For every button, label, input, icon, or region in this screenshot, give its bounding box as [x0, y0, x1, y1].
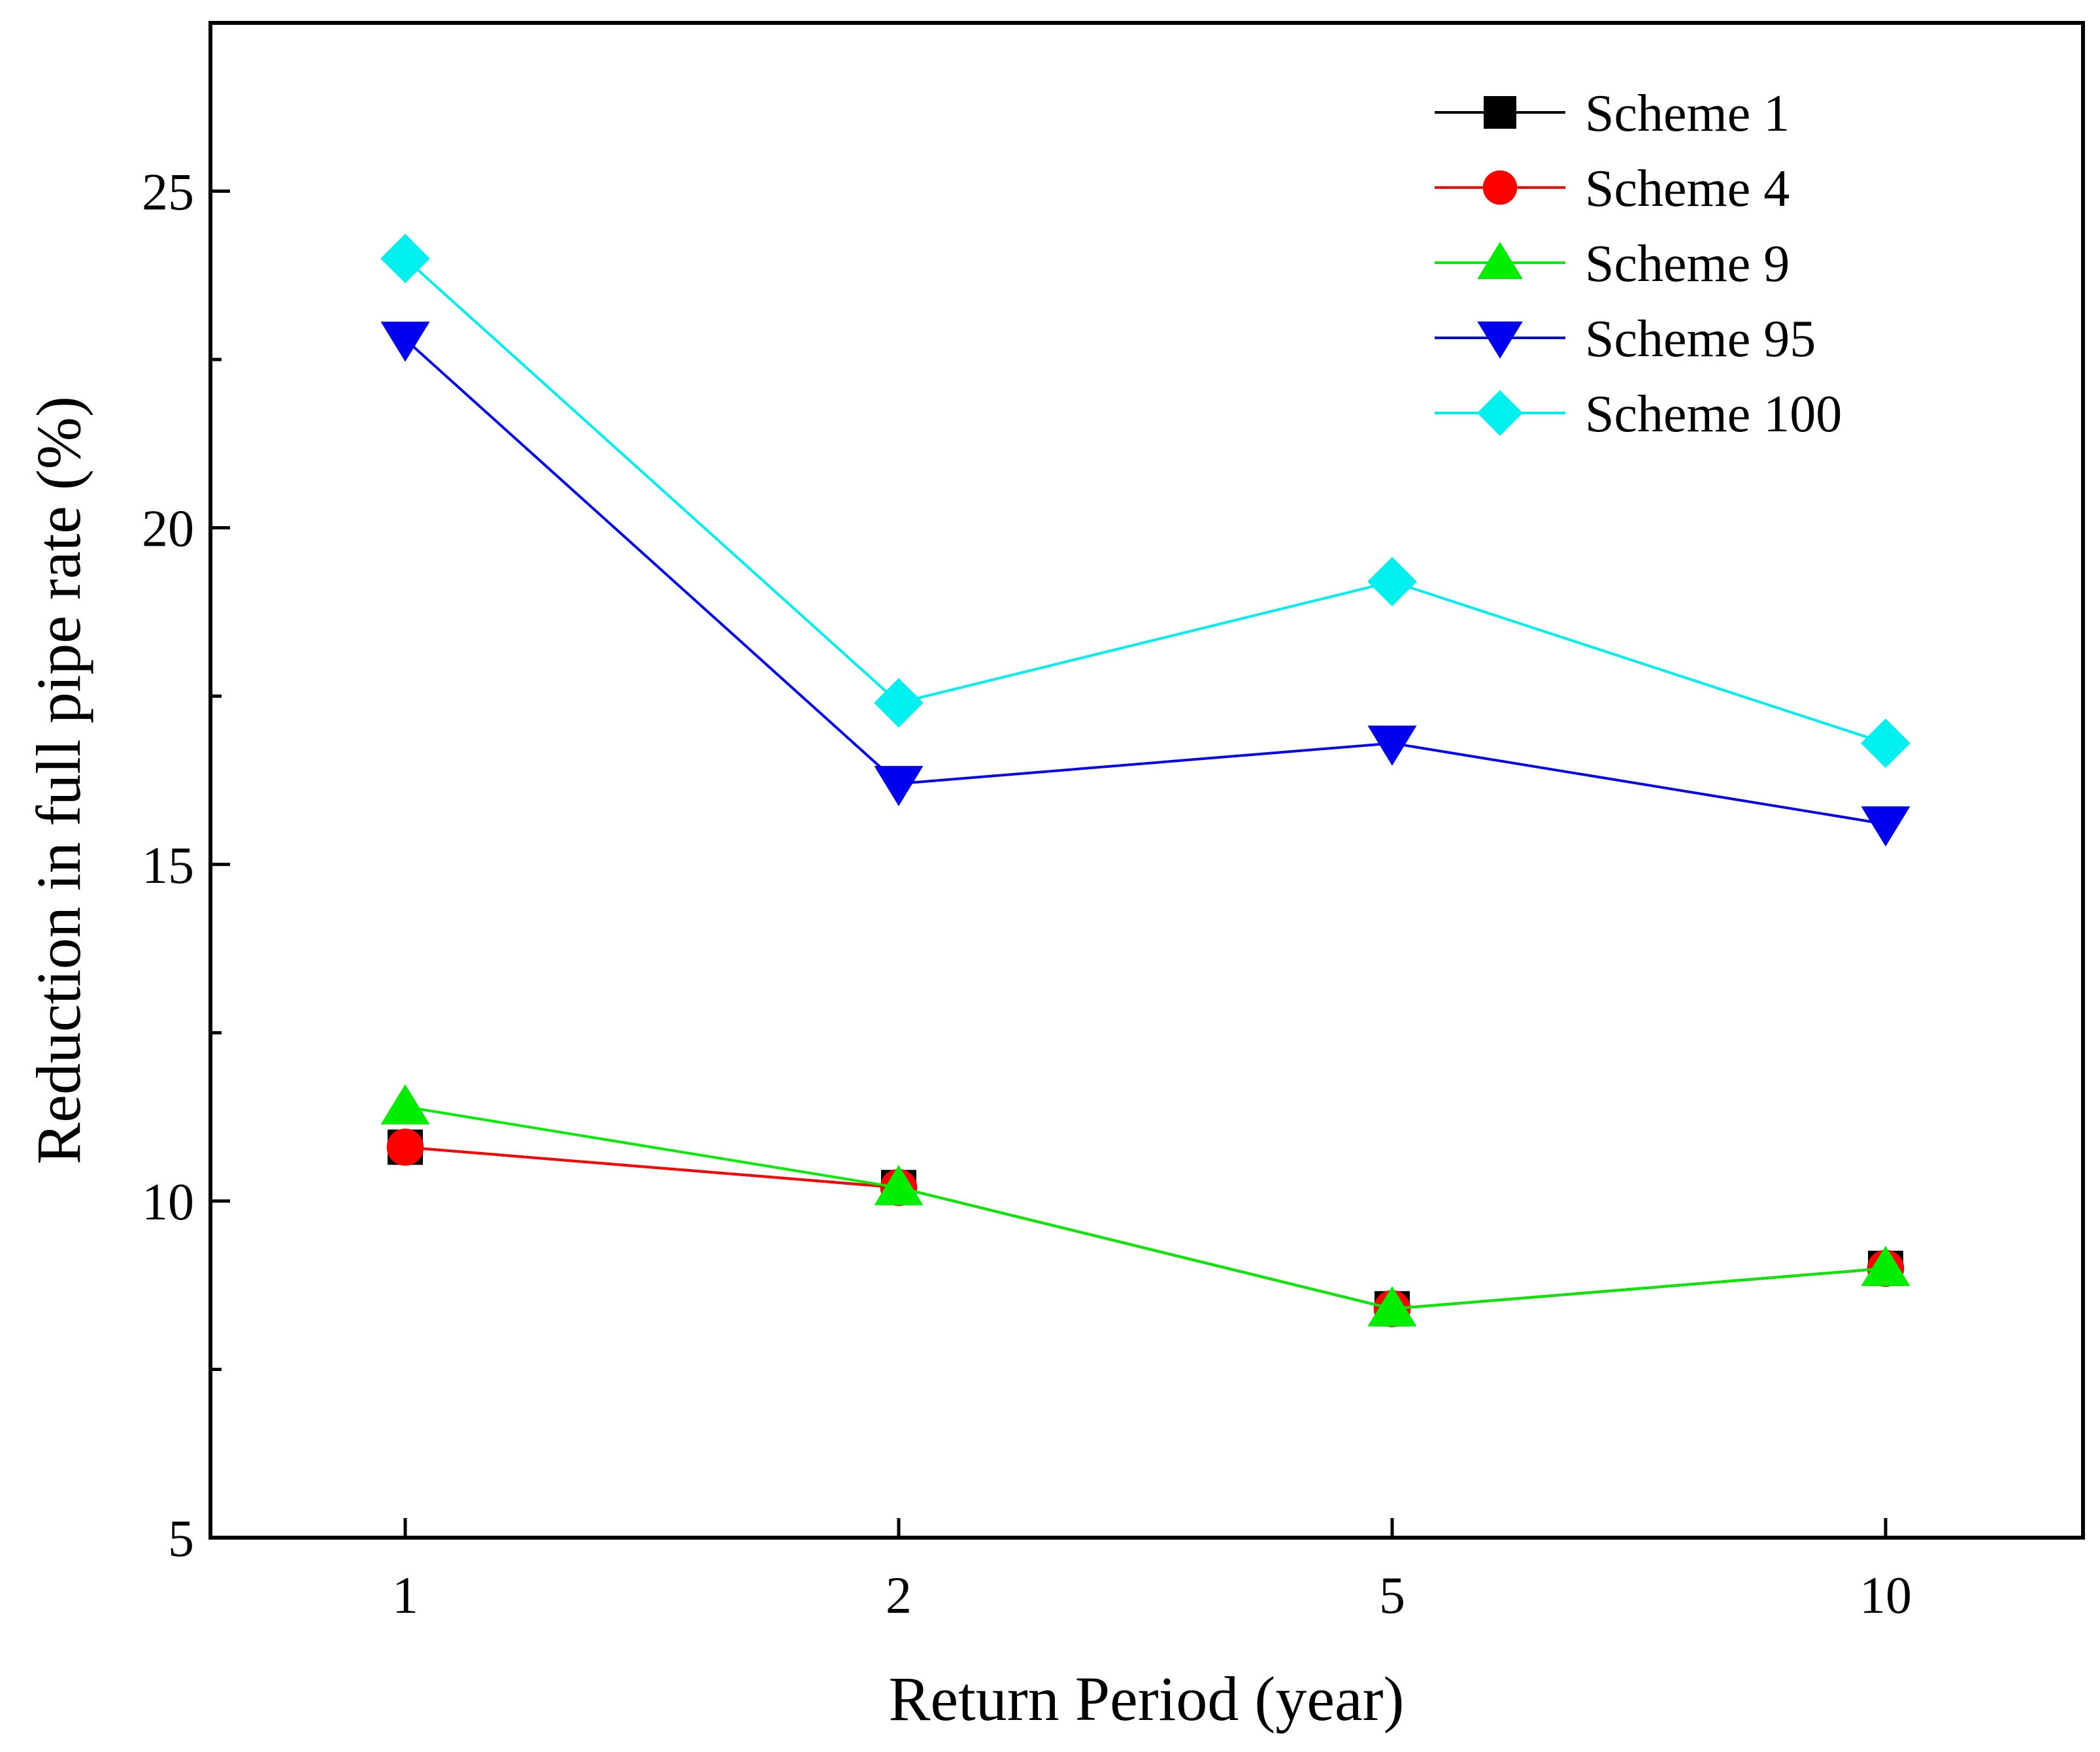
plot-area-frame [208, 21, 2085, 1540]
legend-item: Scheme 95 [1435, 310, 1816, 368]
data-point [874, 766, 924, 806]
series-line [404, 338, 1886, 825]
data-point [380, 1084, 430, 1125]
legend-label: Scheme 100 [1585, 386, 1842, 443]
legend-marker [1482, 170, 1518, 205]
y-tick-label: 25 [142, 164, 194, 222]
data-point [1367, 725, 1417, 766]
data-point [1861, 718, 1910, 769]
data-point [1861, 806, 1910, 847]
x-axis-ticks: 1 2 5 10 [392, 1518, 1912, 1625]
legend: Scheme 1 Scheme 4 Scheme 9 Scheme 95 Scheme … [1435, 85, 1842, 443]
x-tick-label: 1 [392, 1567, 418, 1625]
legend-marker [1476, 389, 1524, 437]
legend-item: Scheme 1 [1435, 85, 1790, 142]
y-tick-label: 15 [142, 837, 194, 895]
legend-label: Scheme 95 [1585, 310, 1816, 368]
legend-marker [1484, 96, 1516, 129]
data-point [380, 322, 430, 362]
legend-label: Scheme 9 [1585, 235, 1790, 293]
data-point [386, 1129, 424, 1166]
y-axis-title: Reduction in full pipe rate (%) [24, 396, 93, 1165]
y-tick-label: 20 [142, 501, 194, 558]
legend-item: Scheme 9 [1435, 235, 1790, 293]
legend-item: Scheme 100 [1435, 386, 1842, 443]
legend-marker [1477, 242, 1523, 279]
data-point [1861, 1246, 1910, 1286]
y-tick-label: 10 [142, 1174, 194, 1231]
y-tick-label: 5 [168, 1510, 194, 1568]
data-point [874, 1165, 924, 1206]
x-axis-title: Return Period (year) [888, 1664, 1404, 1734]
series-line [404, 257, 1886, 745]
series-scheme-95 [380, 322, 1910, 847]
legend-label: Scheme 4 [1585, 160, 1790, 218]
series-scheme-100 [380, 233, 1910, 769]
series-scheme-9 [380, 1084, 1910, 1327]
legend-marker [1477, 322, 1523, 359]
data-point [874, 678, 924, 728]
series-line [405, 1105, 1886, 1310]
legend-item: Scheme 4 [1435, 160, 1790, 218]
x-tick-label: 5 [1379, 1567, 1405, 1625]
data-point [380, 233, 430, 284]
y-axis-ticks: 5 10 15 20 25 [142, 164, 230, 1568]
data-point [1367, 557, 1417, 606]
series-layer [380, 233, 1910, 1328]
x-tick-label: 10 [1859, 1567, 1912, 1625]
x-tick-label: 2 [886, 1567, 912, 1625]
data-point [1367, 1286, 1417, 1327]
legend-label: Scheme 1 [1585, 85, 1790, 142]
